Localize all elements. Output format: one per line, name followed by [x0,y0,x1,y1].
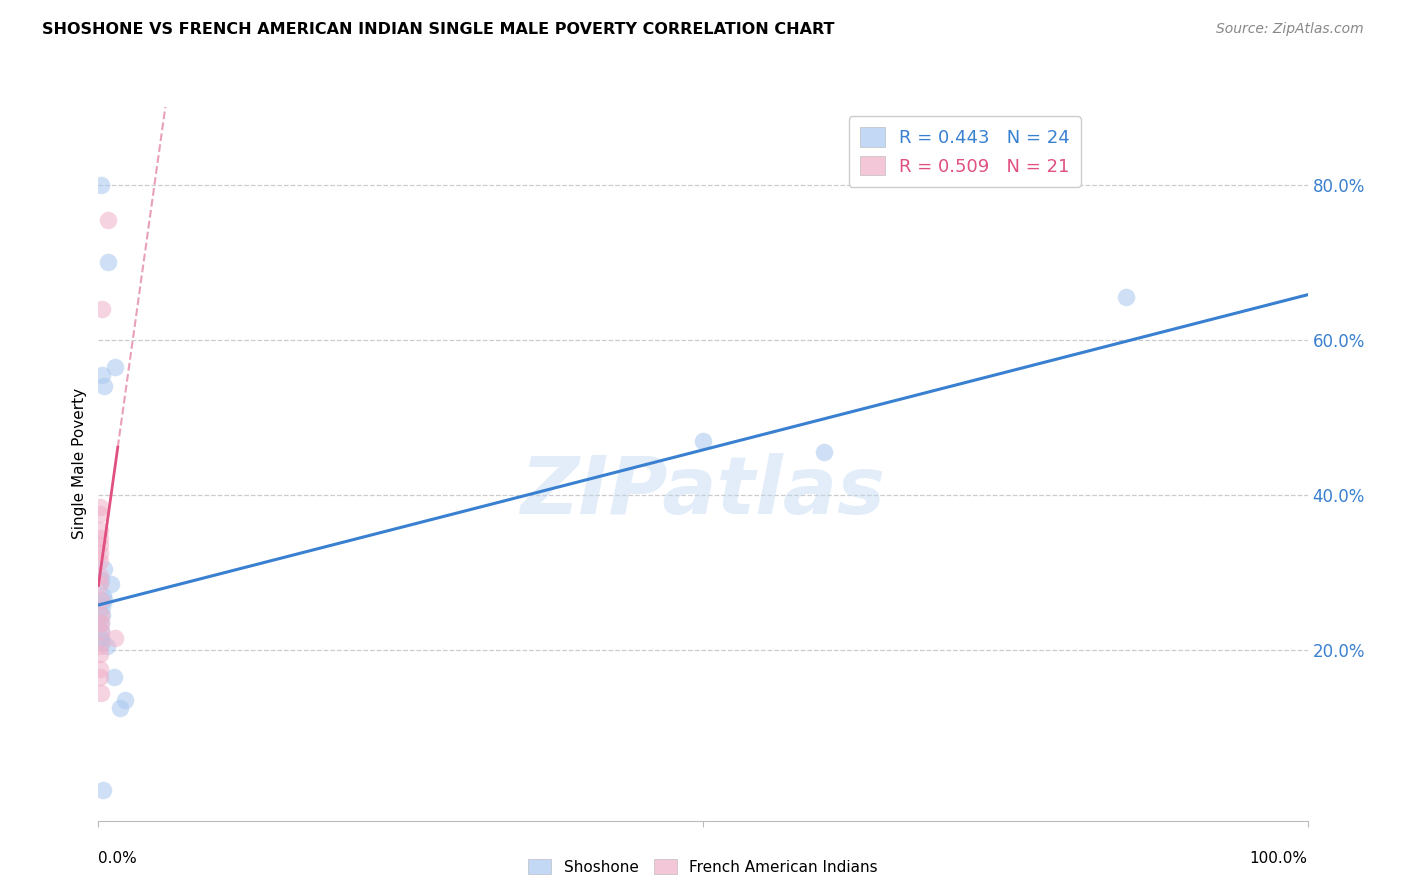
Y-axis label: Single Male Poverty: Single Male Poverty [72,388,87,540]
Point [89,662,111,676]
Text: 100.0%: 100.0% [1250,852,1308,866]
Point [108,701,131,715]
Point [89,554,111,568]
Point [90,178,112,192]
Point [97,212,120,227]
Point [1115,290,1137,304]
Point [104,632,127,646]
Point [91,589,114,603]
Point [813,445,835,459]
Point [89,670,111,684]
Point [692,434,714,448]
Point [91,608,114,623]
Point [89,546,111,560]
Point [104,359,127,374]
Point [91,368,114,382]
Point [89,647,111,661]
Point [96,639,118,653]
Legend: Shoshone, French American Indians: Shoshone, French American Indians [523,853,883,880]
Point [114,693,136,707]
Text: Source: ZipAtlas.com: Source: ZipAtlas.com [1216,22,1364,37]
Point [89,577,111,591]
Point [97,255,120,269]
Point [89,508,111,522]
Point [89,531,111,545]
Point [100,577,122,591]
Point [90,608,112,623]
Point [91,301,114,316]
Point [90,615,112,630]
Text: 0.0%: 0.0% [98,852,138,866]
Point [93,561,115,575]
Point [93,592,115,607]
Point [91,600,114,615]
Point [89,500,111,514]
Point [90,624,112,638]
Point [90,686,112,700]
Point [89,523,111,537]
Point [89,569,111,583]
Point [91,782,114,797]
Text: SHOSHONE VS FRENCH AMERICAN INDIAN SINGLE MALE POVERTY CORRELATION CHART: SHOSHONE VS FRENCH AMERICAN INDIAN SINGL… [42,22,835,37]
Point [90,624,112,638]
Point [90,615,112,630]
Point [90,573,112,587]
Point [90,632,112,646]
Point [91,635,114,649]
Point [89,538,111,552]
Text: ZIPatlas: ZIPatlas [520,453,886,532]
Point [93,379,115,393]
Point [103,670,125,684]
Point [90,592,112,607]
Point [89,639,111,653]
